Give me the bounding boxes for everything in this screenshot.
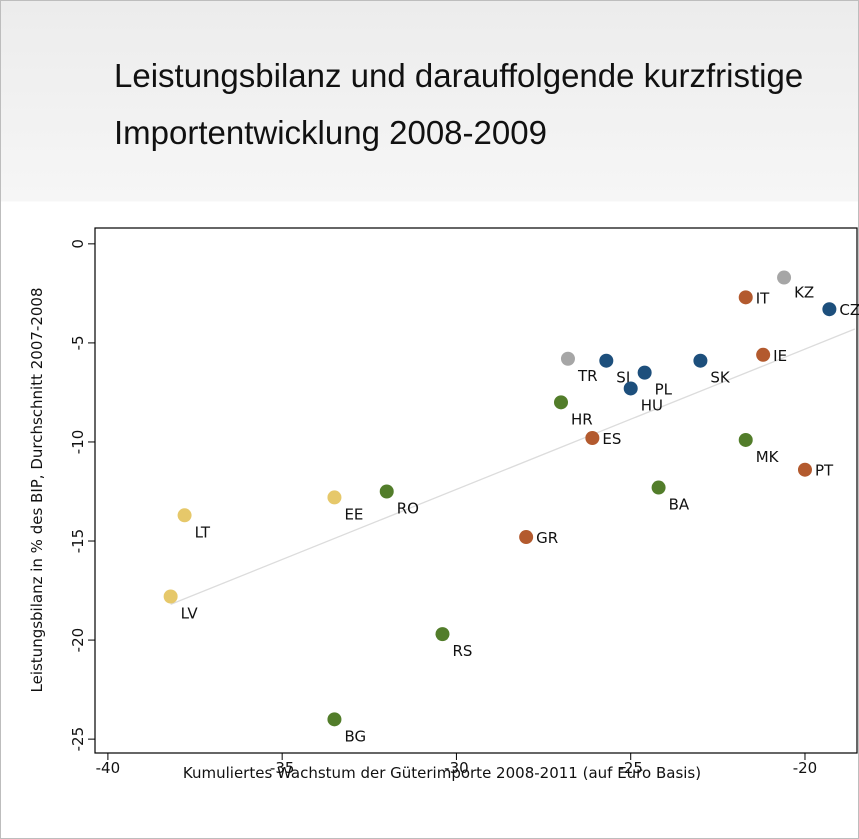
point — [756, 347, 771, 362]
point — [560, 351, 575, 366]
point-label: GR — [536, 529, 558, 547]
point — [651, 480, 666, 495]
point — [327, 712, 342, 727]
y-tick-label: -20 — [69, 628, 87, 653]
point-label: EE — [344, 505, 363, 523]
point-label: RS — [452, 642, 472, 660]
point-label: CZ — [839, 301, 859, 319]
point — [693, 353, 708, 368]
point-label: KZ — [794, 284, 814, 302]
point-label: SI — [616, 369, 630, 387]
x-tick-label: -30 — [444, 759, 469, 777]
y-tick-label: -10 — [69, 430, 87, 455]
x-tick-label: -20 — [793, 759, 818, 777]
x-tick-label: -25 — [618, 759, 643, 777]
x-tick-label: -40 — [96, 759, 121, 777]
chart-title: Leistungsbilanz und darauffolgende kurzf… — [114, 57, 804, 151]
y-axis-label: Leistungsbilanz in % des BIP, Durchschni… — [28, 287, 46, 692]
point — [379, 484, 394, 499]
point — [738, 290, 753, 305]
point-label: LV — [181, 604, 199, 622]
point — [585, 431, 600, 445]
point-label: IT — [756, 289, 770, 307]
point-label: HU — [641, 396, 663, 414]
point — [777, 270, 792, 285]
point-label: TR — [577, 367, 598, 385]
y-tick-label: -25 — [69, 727, 87, 752]
trend-line — [170, 328, 856, 606]
point-label: BG — [344, 727, 366, 745]
point — [177, 508, 192, 523]
point-label: MK — [756, 448, 780, 466]
point-label: BA — [669, 496, 690, 514]
point — [797, 462, 812, 477]
y-tick-label: 0 — [69, 239, 87, 249]
point-label: HR — [571, 410, 593, 428]
point-label: ES — [602, 430, 621, 448]
y-tick-label: -15 — [69, 529, 87, 554]
point — [327, 490, 342, 505]
point — [519, 530, 534, 545]
point — [553, 395, 568, 410]
y-tick-label: -5 — [69, 335, 87, 350]
point — [637, 365, 652, 380]
plot-frame — [94, 227, 858, 754]
point — [163, 589, 178, 604]
point-label: PT — [815, 462, 834, 480]
point — [435, 627, 450, 642]
point — [738, 432, 753, 447]
point-label: RO — [397, 499, 419, 517]
point — [599, 353, 614, 368]
point-label: LT — [195, 523, 211, 541]
x-tick-label: -35 — [270, 759, 295, 777]
x-axis-label: Kumuliertes Wachstum der Güterimporte 20… — [183, 764, 701, 782]
point-label: IE — [773, 347, 787, 365]
point-label: SK — [710, 369, 731, 387]
point-label: PL — [655, 381, 673, 399]
point — [822, 302, 837, 317]
point — [623, 381, 638, 396]
